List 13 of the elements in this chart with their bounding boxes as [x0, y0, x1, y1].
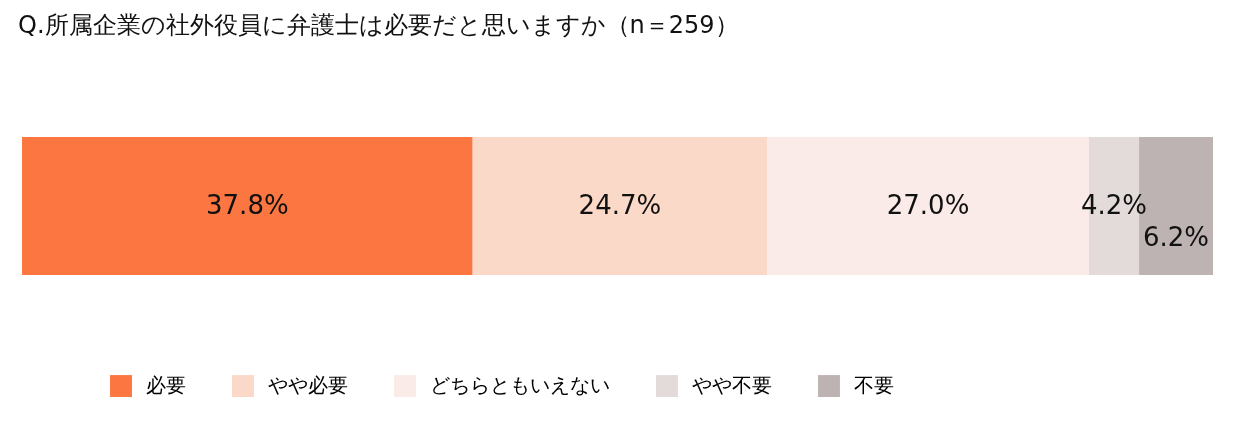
legend-label: やや必要 — [268, 373, 348, 398]
chart-title: Q.所属企業の社外役員に弁護士は必要だと思いますか（n＝259） — [18, 11, 739, 39]
legend-label: 必要 — [146, 373, 186, 398]
data-label: 24.7% — [578, 190, 662, 220]
legend-label: どちらともいえない — [430, 373, 610, 398]
data-label: 37.8% — [206, 190, 289, 220]
bar — [22, 137, 473, 275]
data-label: 4.2% — [1081, 190, 1148, 220]
legend-label: やや不要 — [692, 373, 772, 398]
data-label: 27.0% — [886, 190, 970, 220]
legend-label: 不要 — [854, 373, 894, 398]
bar — [472, 137, 768, 275]
data-label: 6.2% — [1143, 222, 1210, 252]
